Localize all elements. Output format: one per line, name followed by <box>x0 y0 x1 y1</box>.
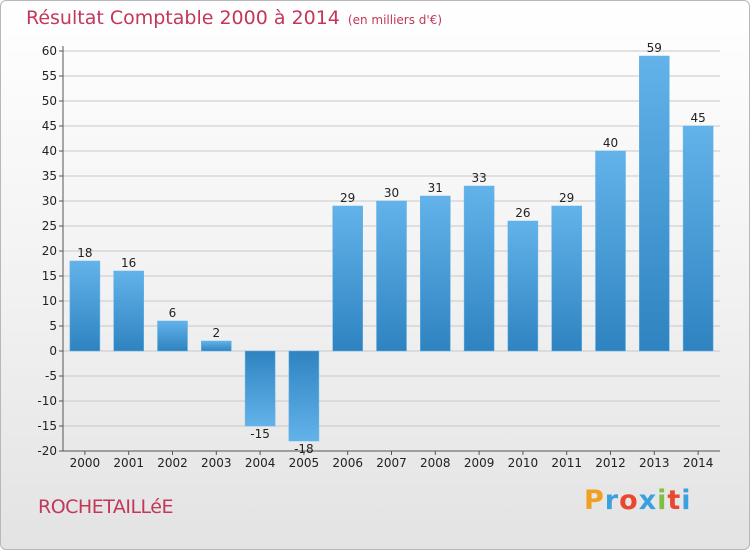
chart-subtitle: (en milliers d'€) <box>347 13 443 27</box>
y-tick-label: 45 <box>42 119 57 133</box>
bar <box>244 350 276 427</box>
y-tick-label: 30 <box>42 194 57 208</box>
proxiti-logo[interactable]: Proxiti <box>584 485 692 516</box>
y-tick-label: 25 <box>42 219 57 233</box>
y-tick-label: 35 <box>42 169 57 183</box>
logo-letter: r <box>604 485 620 516</box>
bar-value-label: 40 <box>603 136 618 150</box>
bar-value-label: 18 <box>77 246 92 260</box>
bar <box>69 260 101 352</box>
bar <box>420 195 451 352</box>
x-tick-label: 2009 <box>464 456 495 470</box>
logo-letter: i <box>681 485 692 516</box>
x-tick-label: 2011 <box>551 456 582 470</box>
bar-value-label: -18 <box>294 442 314 456</box>
bar <box>376 200 407 352</box>
x-tick-label: 2006 <box>332 456 363 470</box>
y-tick-label: 15 <box>42 269 57 283</box>
y-tick-label: 10 <box>42 294 57 308</box>
bar-value-label: 6 <box>169 306 177 320</box>
chart-title: Résultat Comptable 2000 à 2014 (en millie… <box>26 7 442 29</box>
x-tick-label: 2008 <box>420 456 451 470</box>
x-tick-label: 2007 <box>376 456 407 470</box>
bar <box>288 350 320 442</box>
y-tick-label: 0 <box>49 344 57 358</box>
bar-value-label: 59 <box>647 41 662 55</box>
bar-value-label: 29 <box>559 191 574 205</box>
y-tick-label: -15 <box>37 419 57 433</box>
bar <box>639 55 670 352</box>
bar-value-label: 30 <box>384 186 399 200</box>
logo-letter: o <box>619 485 639 516</box>
x-tick-label: 2003 <box>201 456 232 470</box>
bar <box>595 150 626 352</box>
y-tick-label: 60 <box>42 44 57 58</box>
x-tick-label: 2010 <box>508 456 539 470</box>
y-tick-label: 55 <box>42 69 57 83</box>
bar-value-label: 33 <box>471 171 486 185</box>
y-tick-label: 40 <box>42 144 57 158</box>
bar-value-label: 29 <box>340 191 355 205</box>
bar-value-label: -15 <box>250 427 270 441</box>
bar <box>113 270 144 352</box>
bar <box>463 185 495 352</box>
logo-letter: x <box>638 485 658 516</box>
x-tick-label: 2013 <box>639 456 670 470</box>
logo-letter: t <box>667 485 682 516</box>
bar <box>157 320 188 352</box>
y-tick-label: 5 <box>49 319 57 333</box>
chart-title-text: Résultat Comptable 2000 à 2014 <box>26 7 340 29</box>
x-tick-label: 2014 <box>683 456 714 470</box>
x-tick-label: 2004 <box>245 456 276 470</box>
town-name: ROCHETAILLéE <box>38 496 173 518</box>
x-tick-label: 2000 <box>70 456 101 470</box>
bar <box>507 220 539 352</box>
y-tick-label: -5 <box>45 369 57 383</box>
bar <box>201 340 232 352</box>
bar <box>551 205 582 352</box>
logo-letter: i <box>657 485 668 516</box>
y-tick-label: 20 <box>42 244 57 258</box>
x-tick-label: 2001 <box>113 456 144 470</box>
bar-value-label: 45 <box>690 111 705 125</box>
bar <box>332 205 363 352</box>
logo-letter: P <box>584 485 605 516</box>
y-tick-label: 50 <box>42 94 57 108</box>
bar-value-label: 31 <box>428 181 443 195</box>
bar-value-label: 26 <box>515 206 530 220</box>
bar-value-label: 2 <box>212 326 220 340</box>
x-tick-label: 2012 <box>595 456 626 470</box>
x-tick-label: 2002 <box>157 456 188 470</box>
y-tick-label: -10 <box>37 394 57 408</box>
bar-value-label: 16 <box>121 256 136 270</box>
y-tick-label: -20 <box>37 444 57 458</box>
x-tick-label: 2005 <box>289 456 320 470</box>
bar <box>682 125 714 352</box>
